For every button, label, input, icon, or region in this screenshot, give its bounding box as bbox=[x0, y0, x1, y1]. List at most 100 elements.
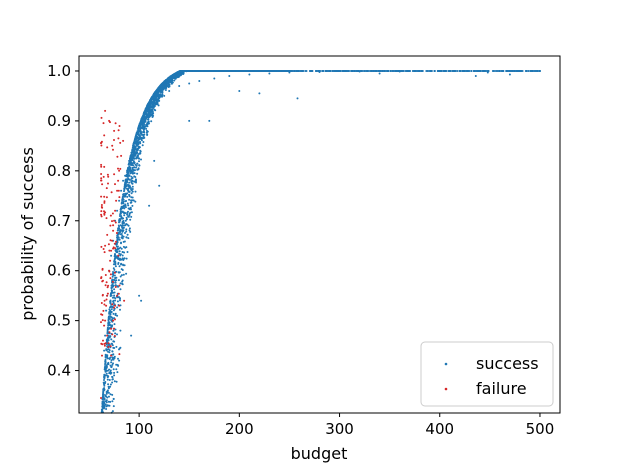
success-point bbox=[492, 70, 495, 72]
success-point bbox=[120, 189, 123, 192]
success-point bbox=[163, 80, 166, 83]
success-point bbox=[111, 356, 114, 359]
success-point bbox=[119, 297, 121, 300]
success-point bbox=[176, 74, 178, 76]
x-tick-label: 500 bbox=[526, 420, 555, 438]
success-point bbox=[162, 85, 165, 88]
success-point bbox=[530, 70, 533, 72]
failure-point bbox=[109, 277, 112, 280]
failure-point bbox=[106, 146, 109, 149]
success-point bbox=[115, 363, 118, 366]
failure-point bbox=[115, 232, 118, 234]
success-point bbox=[125, 187, 128, 190]
success-point bbox=[496, 70, 499, 72]
success-point bbox=[128, 160, 131, 162]
success-point bbox=[381, 70, 384, 72]
success-point bbox=[182, 72, 185, 74]
success-point bbox=[374, 70, 377, 72]
success-point bbox=[120, 241, 122, 244]
failure-point bbox=[107, 243, 110, 246]
success-point bbox=[110, 359, 113, 362]
success-point bbox=[145, 123, 148, 126]
success-point bbox=[136, 140, 139, 143]
failure-point bbox=[105, 217, 108, 220]
success-point bbox=[352, 70, 355, 72]
failure-point bbox=[105, 298, 108, 301]
success-point bbox=[116, 363, 119, 366]
success-point bbox=[132, 144, 135, 147]
success-point bbox=[443, 70, 446, 72]
success-point bbox=[118, 227, 121, 230]
failure-point bbox=[106, 173, 109, 176]
success-point bbox=[134, 200, 137, 203]
success-point bbox=[103, 383, 105, 385]
failure-point bbox=[103, 299, 106, 302]
success-point bbox=[228, 75, 231, 77]
success-point bbox=[141, 144, 144, 147]
success-point bbox=[107, 350, 109, 353]
success-point bbox=[113, 255, 116, 258]
success-point bbox=[154, 94, 157, 96]
success-point bbox=[115, 380, 118, 383]
y-tick-label: 0.7 bbox=[47, 212, 71, 230]
failure-point bbox=[104, 109, 107, 112]
success-point bbox=[109, 393, 112, 396]
success-point bbox=[304, 70, 307, 72]
success-point bbox=[110, 361, 113, 364]
success-point bbox=[109, 383, 112, 386]
legend-label-success: success bbox=[476, 354, 539, 373]
success-point bbox=[143, 123, 146, 126]
success-point bbox=[161, 91, 164, 94]
failure-point bbox=[102, 122, 105, 125]
success-point bbox=[449, 70, 452, 72]
success-point bbox=[114, 284, 117, 287]
success-point bbox=[131, 188, 134, 190]
failure-point bbox=[100, 179, 103, 182]
success-point bbox=[328, 70, 331, 72]
failure-point bbox=[109, 259, 112, 262]
failure-point bbox=[109, 239, 112, 242]
failure-point bbox=[117, 137, 120, 140]
failure-point bbox=[113, 139, 115, 141]
failure-point bbox=[107, 175, 110, 178]
success-point bbox=[120, 210, 123, 213]
success-point bbox=[126, 233, 129, 236]
success-point bbox=[168, 90, 171, 92]
success-point bbox=[525, 70, 528, 72]
success-point bbox=[338, 70, 341, 72]
success-point bbox=[147, 113, 150, 116]
success-point bbox=[127, 189, 129, 192]
success-point bbox=[130, 181, 133, 184]
success-point bbox=[121, 199, 124, 202]
success-point bbox=[137, 154, 139, 157]
success-point bbox=[132, 152, 135, 155]
failure-point bbox=[100, 140, 103, 143]
failure-point bbox=[112, 148, 114, 151]
success-point bbox=[357, 70, 360, 72]
success-point bbox=[119, 288, 122, 291]
success-point bbox=[134, 145, 137, 148]
success-point bbox=[122, 193, 125, 196]
success-point bbox=[177, 71, 180, 73]
success-point bbox=[131, 196, 134, 199]
failure-point bbox=[123, 299, 126, 302]
points-layer bbox=[100, 70, 541, 414]
success-point bbox=[131, 204, 134, 207]
success-point bbox=[104, 353, 107, 356]
success-point bbox=[122, 179, 125, 182]
success-point bbox=[258, 70, 261, 72]
success-point bbox=[128, 181, 131, 184]
success-point bbox=[128, 185, 131, 187]
success-point bbox=[139, 150, 142, 153]
success-point bbox=[121, 236, 123, 239]
failure-point bbox=[122, 139, 125, 142]
failure-point bbox=[113, 335, 116, 337]
success-point bbox=[123, 224, 126, 227]
success-point bbox=[111, 410, 114, 413]
failure-point bbox=[100, 204, 103, 206]
success-point bbox=[117, 263, 120, 265]
success-point bbox=[111, 317, 114, 320]
success-point bbox=[125, 228, 128, 231]
success-point bbox=[402, 70, 405, 72]
success-point bbox=[123, 185, 126, 188]
